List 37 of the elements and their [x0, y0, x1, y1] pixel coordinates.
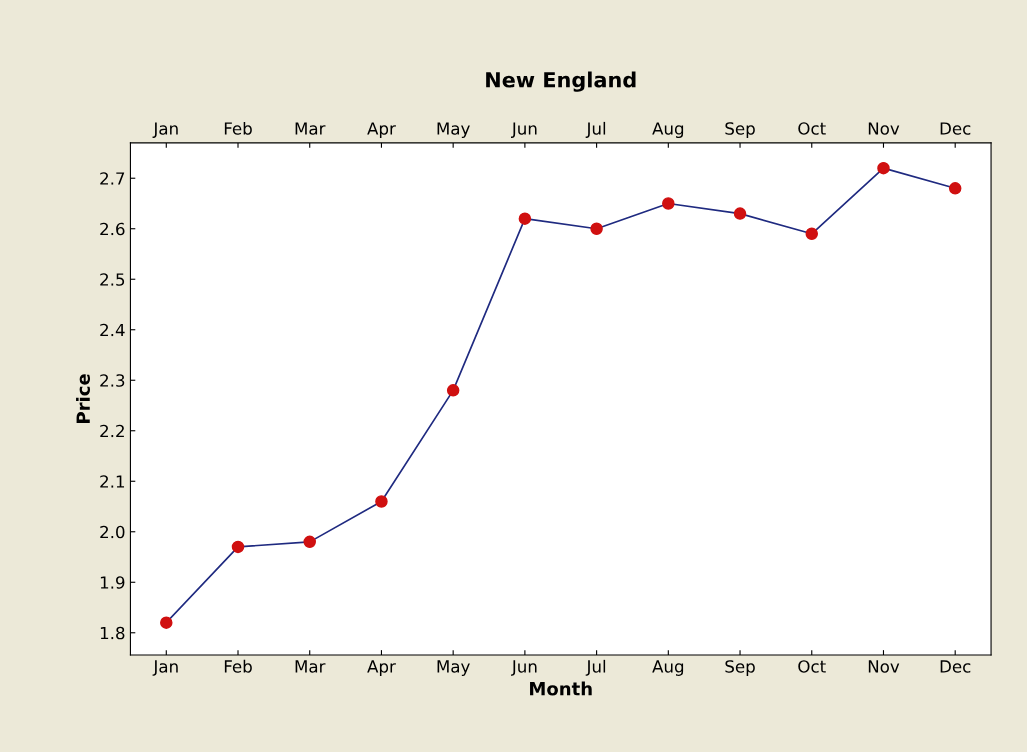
y-axis-title: Price: [76, 374, 91, 423]
x-tick-label: Jul: [585, 659, 606, 676]
x-tick-label: Oct: [798, 660, 826, 673]
y-tick-label: 1.9: [100, 576, 125, 589]
x-tick-label: Dec: [940, 660, 971, 673]
x-axis-title: Month: [530, 681, 592, 696]
chart-title: New England: [486, 71, 636, 92]
x-tick-label: Aug: [652, 660, 684, 676]
category-label: Feb: [224, 121, 252, 135]
category-label: Aug: [652, 122, 684, 139]
x-tick-label: Mar: [295, 660, 326, 673]
x-tick-label: Jun: [511, 660, 537, 676]
x-tick-label: Jan: [152, 660, 178, 676]
y-tick-label: 2.4: [100, 323, 125, 337]
y-tick-label: 2.5: [100, 273, 125, 286]
category-label: Jul: [585, 121, 606, 138]
category-label: Jun: [511, 122, 537, 138]
x-tick-label: Feb: [224, 659, 252, 673]
y-tick-label: 2.1: [100, 475, 125, 488]
x-tick-label: May: [437, 660, 470, 676]
category-label: May: [437, 122, 470, 139]
y-tick-label: 2.6: [100, 222, 125, 236]
category-label: Nov: [868, 122, 900, 135]
category-label: Apr: [367, 122, 396, 139]
x-tick-label: Nov: [868, 660, 900, 673]
y-tick-label: 2.0: [100, 525, 125, 539]
y-tick-label: 2.7: [100, 172, 125, 185]
x-tick-label: Sep: [725, 660, 755, 676]
category-label: Mar: [295, 122, 326, 135]
y-tick-label: 2.3: [100, 374, 125, 387]
x-tick-label: Apr: [367, 660, 396, 676]
category-label: Sep: [725, 122, 755, 139]
category-label: Dec: [940, 122, 971, 135]
y-tick-label: 1.8: [100, 626, 125, 640]
category-label: Oct: [798, 122, 826, 135]
category-label: Jan: [152, 122, 178, 138]
y-tick-label: 2.2: [100, 424, 124, 438]
